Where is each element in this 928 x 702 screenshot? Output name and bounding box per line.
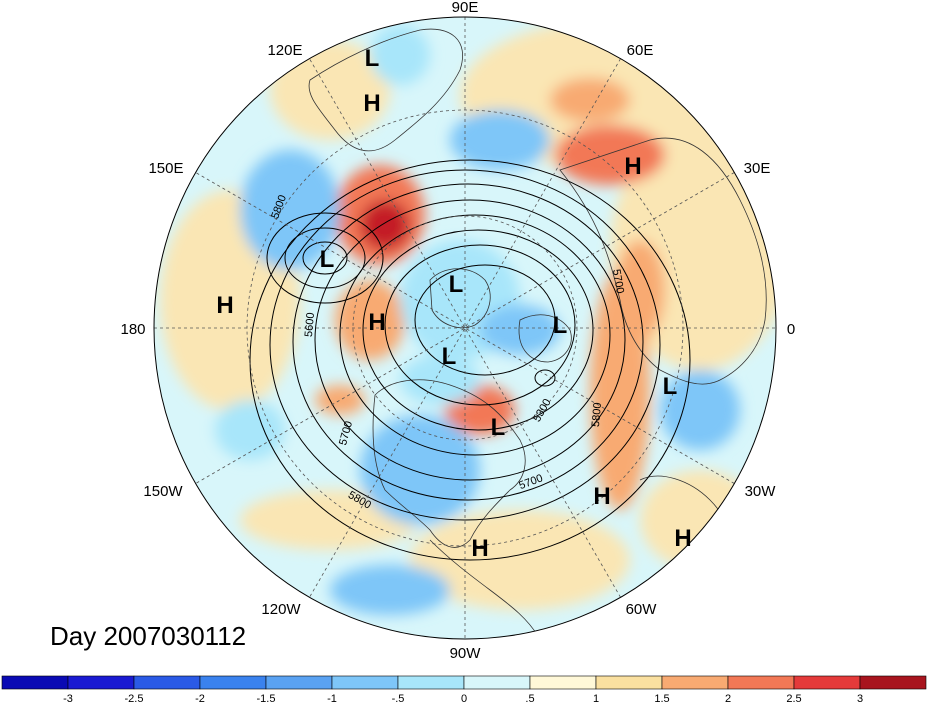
colorbar-tick-label: -1 [327, 693, 337, 702]
colorbar-tick-label: -2.5 [125, 693, 144, 702]
colorbar-tick-label: -2 [195, 693, 205, 702]
pressure-system-marker: H [593, 483, 610, 510]
pressure-system-marker: L [442, 343, 457, 370]
lon-label: 60E [627, 42, 654, 59]
colorbar-tick-label: 0 [461, 693, 467, 702]
pressure-system-marker: L [491, 414, 506, 441]
lon-label: 120E [267, 42, 302, 59]
lon-label: 30E [744, 160, 771, 177]
lon-label: 180 [120, 321, 145, 338]
lon-label: 0 [787, 321, 795, 338]
colorbar-swatch [793, 675, 861, 690]
contour-label: 5600 [303, 312, 317, 337]
colorbar-swatch [595, 675, 663, 690]
lon-label: 120W [261, 601, 301, 618]
lon-label: 150W [143, 483, 183, 500]
lon-label: 150E [148, 160, 183, 177]
map-boundary [153, 16, 777, 640]
contour-label: 5700 [610, 268, 626, 294]
pressure-system-marker: L [553, 312, 568, 339]
colorbar-swatch [1, 675, 69, 690]
colorbar-swatch [67, 675, 135, 690]
colorbar-tick-label: .5 [525, 693, 534, 702]
lon-label: 90E [452, 0, 479, 16]
colorbar-swatch [199, 675, 267, 690]
colorbar-tick-label: -.5 [392, 693, 405, 702]
pressure-system-marker: L [365, 45, 380, 72]
pressure-system-marker: L [320, 246, 335, 273]
colorbar-swatch [397, 675, 465, 690]
colorbar-tick-label: 2.5 [786, 693, 801, 702]
pressure-system-marker: H [368, 309, 385, 336]
longitude-labels: 90E 60E 30E 0 30W 60W 90W 120W 150W 180 … [120, 0, 795, 662]
colorbar-swatch [727, 675, 795, 690]
lon-label: 30W [745, 483, 777, 500]
pressure-system-marker: H [471, 535, 488, 562]
pressure-system-marker: H [363, 90, 380, 117]
lon-label: 90W [450, 645, 482, 662]
colorbar-swatch [133, 675, 201, 690]
colorbar-tick-label: 1 [593, 693, 599, 702]
pressure-system-marker: H [674, 525, 691, 552]
graticule [154, 17, 776, 639]
pressure-systems: L H H L L H H L L L L H H H [216, 45, 691, 562]
colorbar-swatch [331, 675, 399, 690]
map-title: Day 2007030112 [50, 621, 246, 651]
colorbar-swatch [463, 675, 531, 690]
colorbar-tick-label: -1.5 [257, 693, 276, 702]
colorbar-swatch [661, 675, 729, 690]
pressure-system-marker: H [216, 292, 233, 319]
coastlines [308, 28, 767, 639]
colorbar-tick-label: -3 [63, 693, 73, 702]
colorbar-tick-label: 2 [725, 693, 731, 702]
pressure-system-marker: L [449, 271, 464, 298]
contour-label: 5800 [590, 402, 604, 427]
colorbar: -3 -2.5 -2 -1.5 -1 -.5 0 .5 1 1.5 2 2.5 3 [1, 675, 927, 702]
colorbar-swatch [529, 675, 597, 690]
colorbar-tick-label: 1.5 [654, 693, 669, 702]
colorbar-swatch [859, 675, 927, 690]
colorbar-swatch [265, 675, 333, 690]
pressure-system-marker: L [663, 373, 678, 400]
pressure-system-marker: H [624, 153, 641, 180]
lon-label: 60W [626, 601, 658, 618]
colorbar-tick-label: 3 [857, 693, 863, 702]
